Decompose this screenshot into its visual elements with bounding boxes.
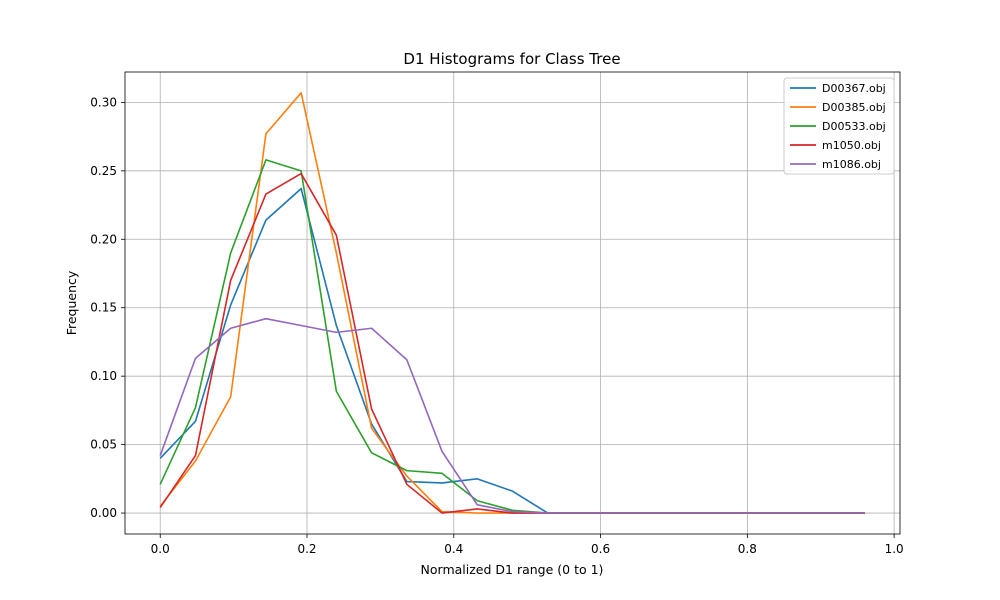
y-tick-label: 0.00 xyxy=(90,506,117,520)
series-line-m1086-obj xyxy=(159,317,865,514)
legend: D00367.obj D00385.obj D00533.obj m1050.obj m… xyxy=(783,77,895,175)
y-tick-label: 0.10 xyxy=(90,369,117,383)
legend-entry: D00385.obj xyxy=(822,101,886,114)
y-tick-label: 0.30 xyxy=(90,95,117,109)
x-tick-label: 0.6 xyxy=(591,542,610,556)
series-line-m1050-obj xyxy=(159,172,865,514)
y-axis-label: Frequency xyxy=(64,270,79,335)
tick-layer: 0.0 0.2 0.4 0.6 0.8 1.0 0.00 0.05 0.10 0.15 0.20 0.… xyxy=(90,95,903,556)
x-tick-label: 0.2 xyxy=(297,542,316,556)
series-line-d00533-obj xyxy=(159,159,865,514)
series-line-d00367-obj xyxy=(159,187,865,514)
y-tick-label: 0.15 xyxy=(90,301,117,315)
legend-entry: D00533.obj xyxy=(822,120,886,133)
legend-entry: m1086.obj xyxy=(822,158,881,171)
plot-frame xyxy=(124,71,901,535)
y-tick-label: 0.20 xyxy=(90,232,117,246)
legend-entry: m1050.obj xyxy=(822,139,881,152)
x-tick-label: 0.8 xyxy=(738,542,757,556)
y-tick-label: 0.05 xyxy=(90,438,117,452)
legend-entry: D00367.obj xyxy=(822,82,886,95)
x-axis-label: Normalized D1 range (0 to 1) xyxy=(421,562,604,577)
x-tick-label: 0.4 xyxy=(444,542,463,556)
x-tick-label: 0.0 xyxy=(151,542,170,556)
chart-title: D1 Histograms for Class Tree xyxy=(403,50,620,68)
x-tick-label: 1.0 xyxy=(885,542,904,556)
series-line-d00385-obj xyxy=(159,92,865,514)
legend-box xyxy=(783,77,895,175)
y-tick-label: 0.25 xyxy=(90,164,117,178)
series-layer xyxy=(159,92,865,514)
